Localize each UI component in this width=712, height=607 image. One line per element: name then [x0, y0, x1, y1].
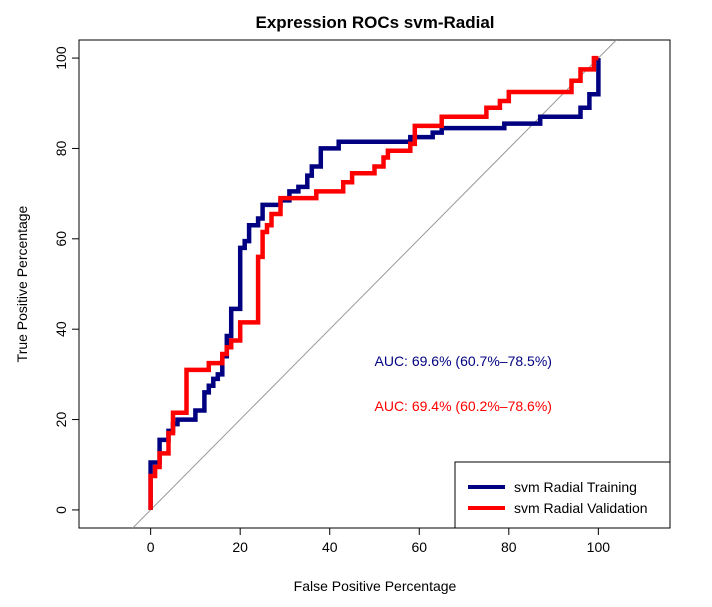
legend-box [455, 462, 670, 528]
x-tick-label: 100 [587, 539, 611, 555]
y-axis-label: True Positive Percentage [14, 205, 30, 362]
x-axis-label: False Positive Percentage [294, 578, 457, 594]
y-tick-label: 0 [53, 506, 69, 514]
x-tick-label: 40 [322, 539, 338, 555]
chart-title: Expression ROCs svm-Radial [255, 13, 494, 32]
auc-annotation-training: AUC: 69.6% (60.7%–78.5%) [375, 353, 552, 369]
legend-label-training: svm Radial Training [514, 479, 637, 495]
x-tick-label: 0 [147, 539, 155, 555]
y-tick-label: 40 [53, 321, 69, 337]
x-tick-label: 80 [501, 539, 517, 555]
legend: svm Radial Training svm Radial Validatio… [455, 462, 670, 528]
legend-label-validation: svm Radial Validation [514, 500, 648, 516]
y-tick-label: 60 [53, 231, 69, 247]
x-tick-label: 60 [411, 539, 427, 555]
y-tick-label: 100 [53, 46, 69, 70]
auc-annotation-validation: AUC: 69.4% (60.2%–78.6%) [375, 398, 552, 414]
x-tick-label: 20 [232, 539, 248, 555]
y-tick-label: 20 [53, 412, 69, 428]
y-tick-label: 80 [53, 140, 69, 156]
